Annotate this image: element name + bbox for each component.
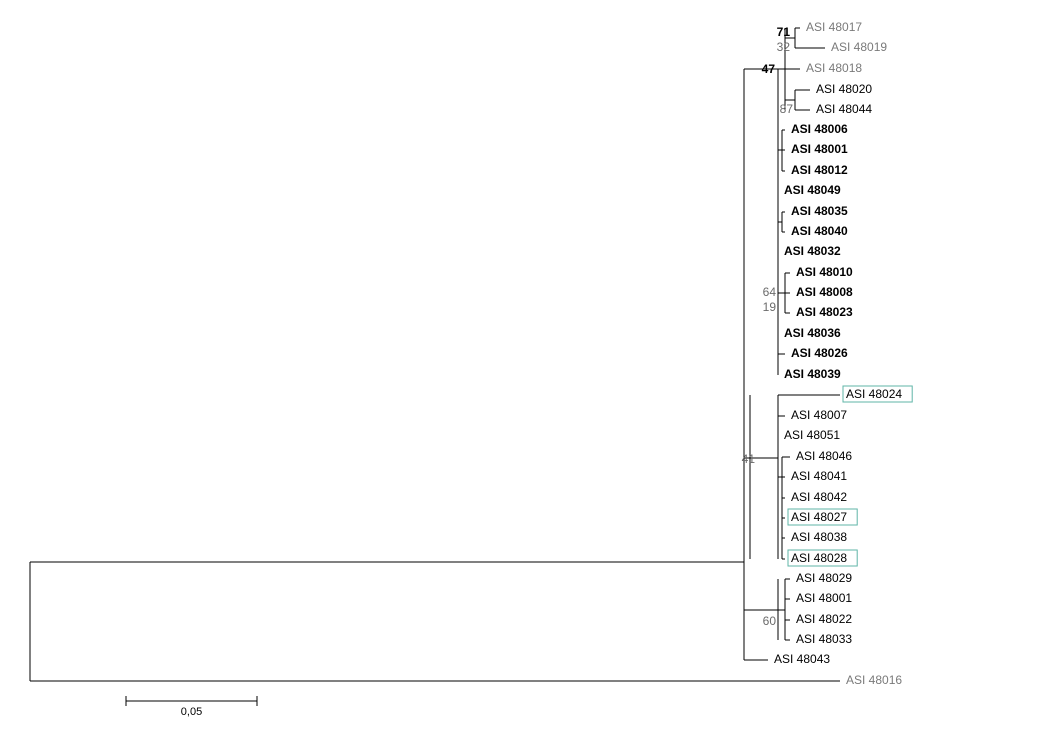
tip-label-t12: ASI 48012: [791, 163, 848, 177]
tip-label-t43: ASI 48043: [774, 652, 830, 666]
support-41-460: 41: [742, 452, 756, 466]
tip-label-t36: ASI 48036: [784, 326, 841, 340]
tip-label-t19: ASI 48019: [831, 40, 887, 54]
tip-label-t01a: ASI 48001: [791, 142, 848, 156]
support-87-110: 87: [780, 102, 794, 116]
tip-label-t24: ASI 48024: [846, 387, 902, 401]
tip-label-t35: ASI 48035: [791, 204, 848, 218]
support-60-622: 60: [763, 614, 777, 628]
tip-label-t10: ASI 48010: [796, 265, 853, 279]
support-19-308: 19: [763, 300, 777, 314]
tip-label-t33: ASI 48033: [796, 632, 852, 646]
tip-label-t17: ASI 48017: [806, 20, 862, 34]
support-47-70: 47: [762, 62, 776, 76]
tip-label-t28: ASI 48028: [791, 551, 847, 565]
tip-label-t23: ASI 48023: [796, 305, 853, 319]
tip-label-t38: ASI 48038: [791, 530, 847, 544]
tip-label-t26: ASI 48026: [791, 346, 848, 360]
tip-label-t16: ASI 48016: [846, 673, 902, 687]
tip-label-t46: ASI 48046: [796, 449, 852, 463]
tip-label-t44: ASI 48044: [816, 102, 872, 116]
tip-label-t20: ASI 48020: [816, 82, 872, 96]
tip-label-t18: ASI 48018: [806, 61, 862, 75]
tip-label-t22: ASI 48022: [796, 612, 852, 626]
tip-label-t39: ASI 48039: [784, 367, 841, 381]
tip-label-t41: ASI 48041: [791, 469, 847, 483]
tip-label-t32: ASI 48032: [784, 244, 841, 258]
tip-label-t29: ASI 48029: [796, 571, 852, 585]
support-32-48: 32: [777, 40, 791, 54]
tip-label-t40: ASI 48040: [791, 224, 848, 238]
tip-label-t06: ASI 48006: [791, 122, 848, 136]
tip-label-t49: ASI 48049: [784, 183, 841, 197]
tip-label-t08: ASI 48008: [796, 285, 853, 299]
support-71-33: 71: [777, 25, 791, 39]
tip-label-t51: ASI 48051: [784, 428, 840, 442]
tip-label-t01b: ASI 48001: [796, 591, 852, 605]
tip-label-t27: ASI 48027: [791, 510, 847, 524]
support-64-293: 64: [763, 285, 777, 299]
tip-label-t07: ASI 48007: [791, 408, 847, 422]
tip-label-t42: ASI 48042: [791, 490, 847, 504]
scale-bar-label: 0,05: [181, 706, 202, 718]
phylogenetic-tree: ASI 48017 ASI 48019 ASI 48018 ASI 48020 ASI …: [0, 0, 1038, 729]
